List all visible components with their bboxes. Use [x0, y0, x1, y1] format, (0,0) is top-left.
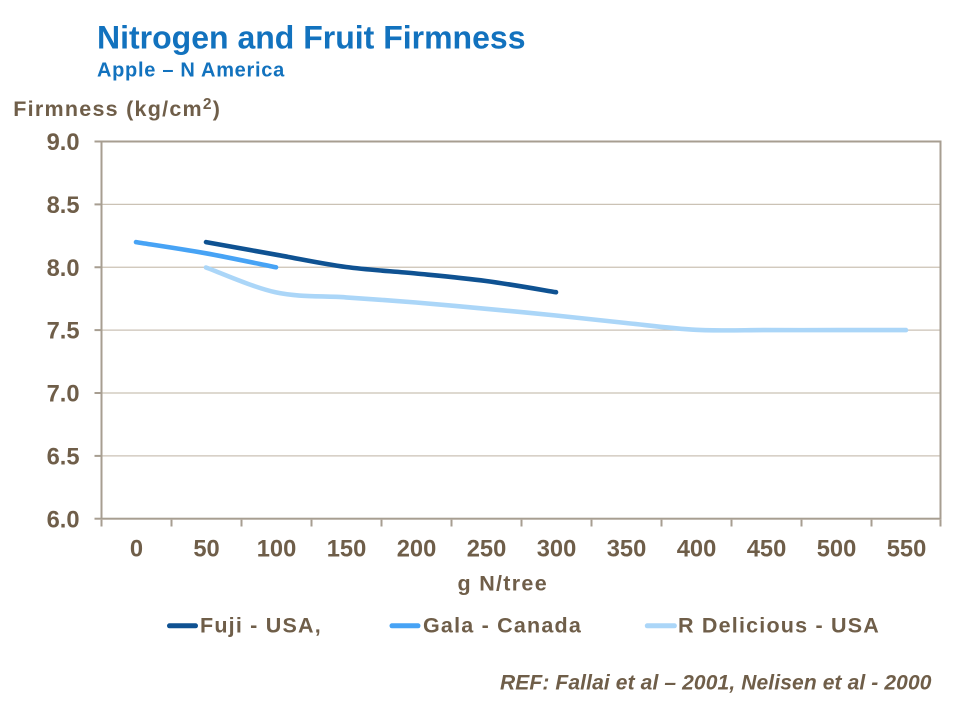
- svg-text:0: 0: [130, 536, 143, 562]
- svg-text:50: 50: [193, 536, 219, 562]
- svg-text:350: 350: [607, 536, 647, 562]
- svg-text:100: 100: [257, 536, 297, 562]
- svg-text:Apple – N America: Apple – N America: [97, 59, 285, 81]
- svg-text:500: 500: [817, 536, 857, 562]
- svg-text:550: 550: [887, 536, 927, 562]
- svg-text:400: 400: [677, 536, 717, 562]
- svg-text:Fuji - USA,: Fuji - USA,: [200, 614, 322, 638]
- svg-text:R Delicious - USA: R Delicious - USA: [678, 614, 880, 638]
- svg-text:Nitrogen and Fruit Firmness: Nitrogen and Fruit Firmness: [97, 19, 525, 55]
- svg-text:7.0: 7.0: [47, 382, 80, 408]
- svg-text:8.5: 8.5: [47, 193, 80, 219]
- svg-text:7.5: 7.5: [47, 319, 80, 345]
- svg-text:Gala - Canada: Gala - Canada: [423, 614, 582, 638]
- svg-text:450: 450: [747, 536, 787, 562]
- svg-text:250: 250: [467, 536, 507, 562]
- svg-text:6.5: 6.5: [47, 445, 80, 471]
- svg-text:REF: Fallai et al – 2001, Neli: REF: Fallai et al – 2001, Nelisen et al …: [500, 672, 932, 695]
- svg-text:300: 300: [537, 536, 577, 562]
- svg-text:6.0: 6.0: [47, 507, 80, 533]
- svg-text:Firmness (kg/cm2): Firmness (kg/cm2): [13, 96, 221, 121]
- svg-text:8.0: 8.0: [47, 256, 80, 282]
- svg-text:200: 200: [397, 536, 437, 562]
- svg-text:150: 150: [327, 536, 367, 562]
- svg-text:g N/tree: g N/tree: [458, 572, 548, 596]
- svg-text:9.0: 9.0: [47, 130, 80, 156]
